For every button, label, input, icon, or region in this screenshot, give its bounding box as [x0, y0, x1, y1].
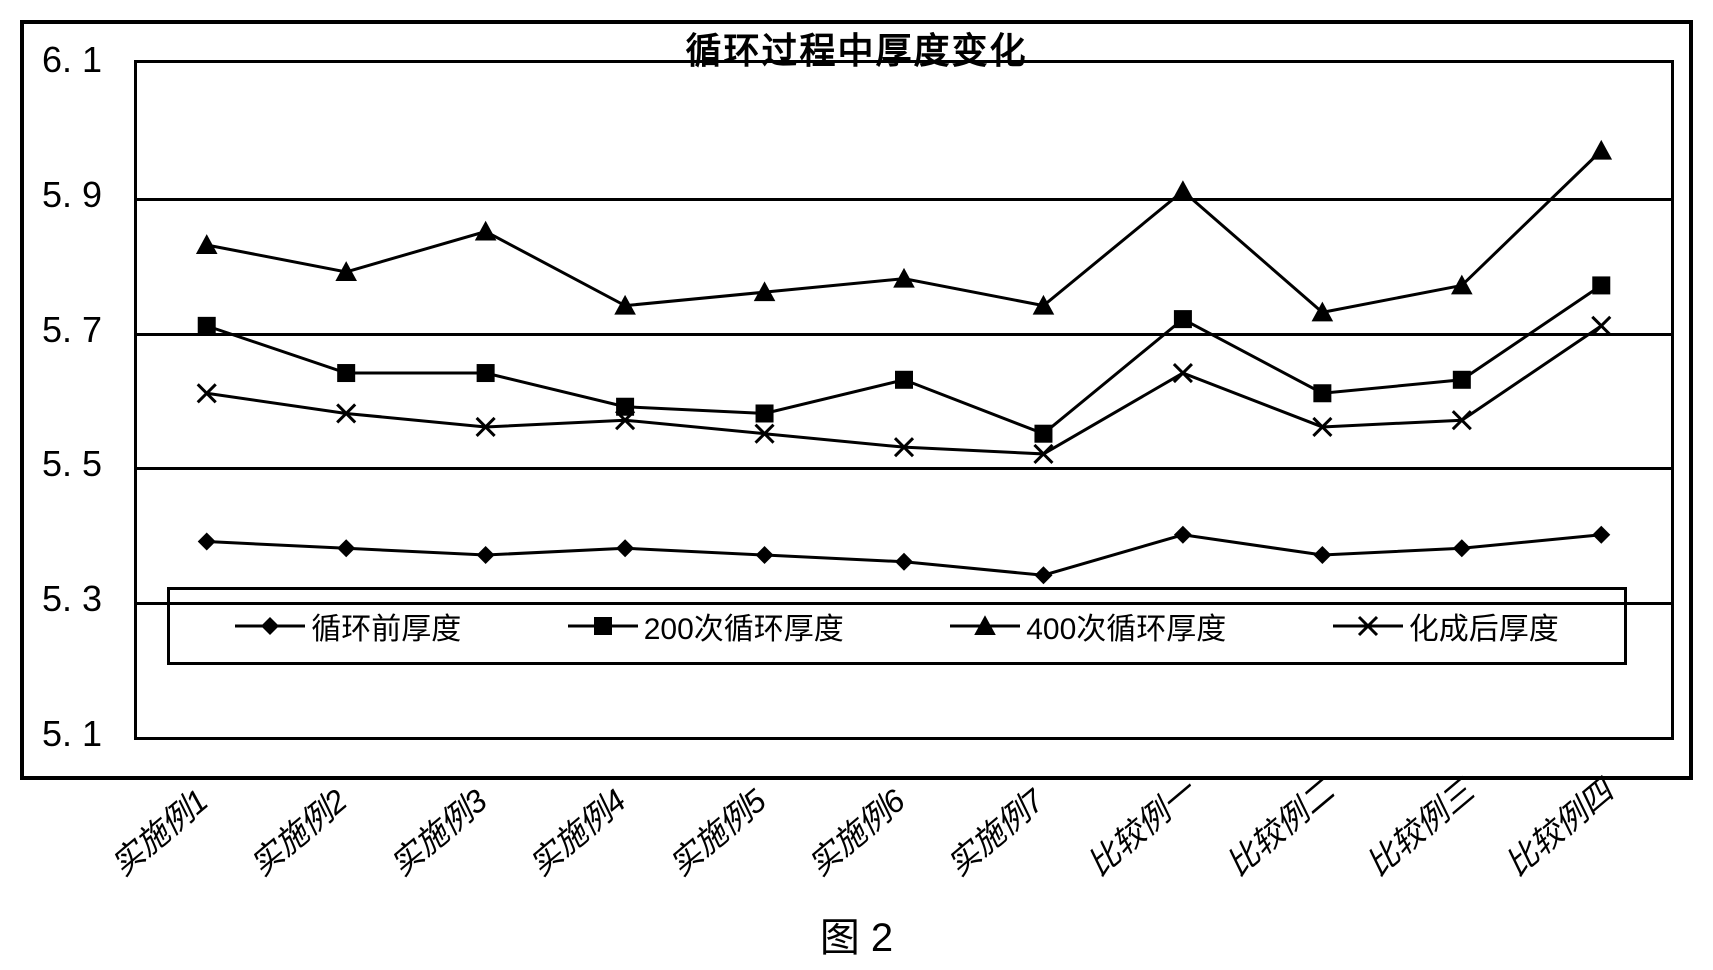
xtick-label: 实施例2 — [239, 777, 356, 885]
series-marker — [756, 546, 774, 564]
gridline — [137, 467, 1671, 470]
ytick-label: 5. 5 — [42, 443, 102, 485]
series-marker — [1174, 364, 1192, 382]
ytick-label: 5. 3 — [42, 578, 102, 620]
series-marker — [337, 539, 355, 557]
series-line — [207, 151, 1602, 313]
xtick-label: 实施例7 — [936, 777, 1053, 885]
series-marker — [895, 553, 913, 571]
legend-label: 400次循环厚度 — [1026, 604, 1226, 648]
series-marker — [1174, 526, 1192, 544]
series-marker — [1453, 539, 1471, 557]
series-marker — [1034, 425, 1052, 443]
cross-marker-icon — [1333, 611, 1403, 641]
series-marker — [477, 364, 495, 382]
legend-item: 200次循环厚度 — [568, 604, 844, 648]
xtick-label: 比较例二 — [1215, 768, 1343, 886]
gridline — [137, 333, 1671, 336]
series-marker — [1313, 546, 1331, 564]
ytick-label: 5. 9 — [42, 174, 102, 216]
xtick-label: 比较例三 — [1355, 768, 1483, 886]
gridline — [137, 198, 1671, 201]
plot-area: 循环前厚度 200次循环厚度 400次循环厚度 化成后厚度 — [134, 60, 1674, 740]
series-marker — [1592, 526, 1610, 544]
gridline — [137, 602, 1671, 605]
series-line — [207, 326, 1602, 454]
chart-wrapper: 循环过程中厚度变化 循环前厚度 200次循环厚度 400次循环厚度 化成后厚度 5. … — [20, 20, 1693, 950]
xtick-label: 实施例1 — [100, 777, 217, 885]
series-marker — [477, 546, 495, 564]
ytick-label: 5. 1 — [42, 713, 102, 755]
series-marker — [1453, 371, 1471, 389]
series-marker — [196, 234, 218, 254]
legend-item: 化成后厚度 — [1333, 604, 1559, 648]
series-marker — [475, 221, 497, 241]
series-marker — [337, 364, 355, 382]
series-marker — [616, 539, 634, 557]
legend-item: 400次循环厚度 — [950, 604, 1226, 648]
series-marker — [1592, 276, 1610, 294]
chart-outer-frame: 循环过程中厚度变化 循环前厚度 200次循环厚度 400次循环厚度 化成后厚度 5. … — [20, 20, 1693, 780]
series-marker — [198, 533, 216, 551]
series-marker — [756, 404, 774, 422]
series-marker — [1313, 384, 1331, 402]
series-marker — [1590, 140, 1612, 160]
xtick-label: 实施例6 — [797, 777, 914, 885]
figure-caption: 图 2 — [820, 905, 893, 963]
series-marker — [1174, 310, 1192, 328]
series-marker — [893, 268, 915, 288]
series-marker — [1034, 566, 1052, 584]
legend-label: 200次循环厚度 — [644, 604, 844, 648]
ytick-label: 6. 1 — [42, 39, 102, 81]
xtick-label: 实施例4 — [518, 777, 635, 885]
xtick-label: 实施例5 — [658, 777, 775, 885]
xtick-label: 实施例3 — [379, 777, 496, 885]
xtick-label: 比较例四 — [1494, 768, 1622, 886]
square-marker-icon — [568, 611, 638, 641]
legend: 循环前厚度 200次循环厚度 400次循环厚度 化成后厚度 — [167, 587, 1627, 665]
series-line — [207, 285, 1602, 433]
legend-label: 循环前厚度 — [311, 604, 461, 648]
triangle-marker-icon — [950, 611, 1020, 641]
ytick-label: 5. 7 — [42, 309, 102, 351]
diamond-marker-icon — [235, 611, 305, 641]
chart-title: 循环过程中厚度变化 — [685, 22, 1027, 74]
series-marker — [895, 371, 913, 389]
legend-item: 循环前厚度 — [235, 604, 461, 648]
xtick-label: 比较例一 — [1076, 768, 1204, 886]
legend-label: 化成后厚度 — [1409, 604, 1559, 648]
